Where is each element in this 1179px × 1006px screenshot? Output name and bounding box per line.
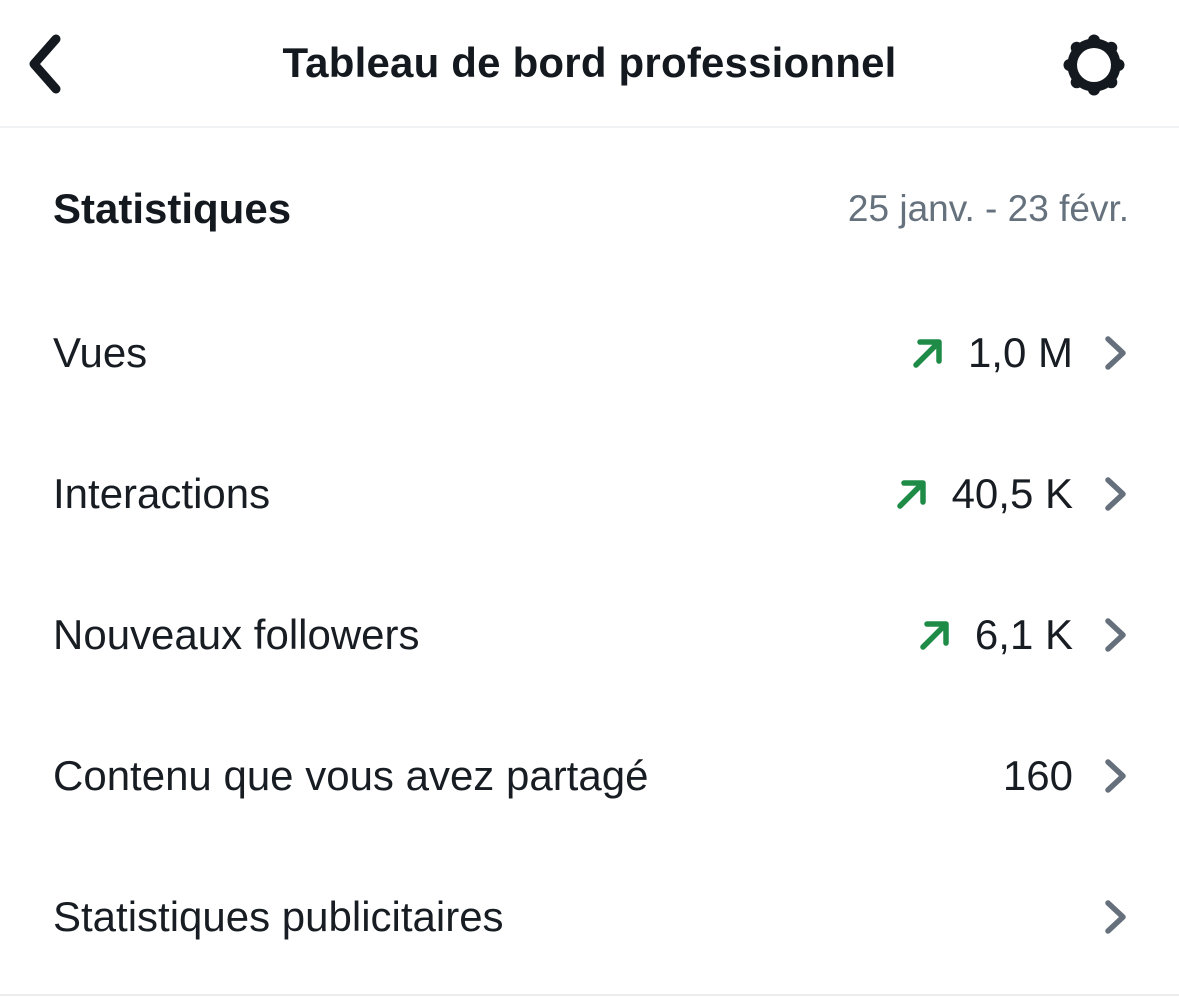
stat-row-interactions[interactable]: Interactions 40,5 K <box>53 423 1129 564</box>
chevron-right-icon <box>1101 333 1129 373</box>
statistics-panel: Statistiques 25 janv. - 23 févr. Vues 1,… <box>0 161 1179 987</box>
stat-value: 6,1 K <box>974 610 1073 658</box>
gear-icon <box>1060 31 1128 99</box>
trend-up-icon <box>910 335 946 371</box>
page-title: Tableau de bord professionnel <box>282 39 897 86</box>
settings-button[interactable] <box>1059 30 1129 100</box>
stat-label: Contenu que vous avez partagé <box>53 751 649 799</box>
chevron-right-icon <box>1101 474 1129 514</box>
chevron-left-icon <box>25 33 63 95</box>
back-button[interactable] <box>22 32 66 96</box>
stat-row-new-followers[interactable]: Nouveaux followers 6,1 K <box>53 564 1129 705</box>
stat-row-views[interactable]: Vues 1,0 M <box>53 282 1129 423</box>
stat-label: Nouveaux followers <box>53 610 420 658</box>
stat-row-shared-content[interactable]: Contenu que vous avez partagé 160 <box>53 705 1129 846</box>
stat-row-ad-statistics[interactable]: Statistiques publicitaires <box>53 846 1129 987</box>
bottom-divider <box>0 994 1179 996</box>
trend-up-icon <box>894 476 930 512</box>
stat-label: Interactions <box>53 469 271 517</box>
section-header: Statistiques 25 janv. - 23 févr. <box>53 161 1129 257</box>
chevron-right-icon <box>1101 615 1129 655</box>
chevron-right-icon <box>1101 897 1129 937</box>
stat-value: 40,5 K <box>951 469 1073 517</box>
chevron-right-icon <box>1101 756 1129 796</box>
stat-label: Vues <box>53 328 148 376</box>
stats-list: Vues 1,0 M Interactions <box>53 282 1129 987</box>
stat-label: Statistiques publicitaires <box>53 892 504 940</box>
stat-value: 1,0 M <box>967 328 1073 376</box>
header: Tableau de bord professionnel <box>0 0 1179 128</box>
stat-value: 160 <box>1002 751 1073 799</box>
date-range: 25 janv. - 23 févr. <box>847 188 1129 229</box>
trend-up-icon <box>917 617 953 653</box>
section-title: Statistiques <box>53 185 292 232</box>
